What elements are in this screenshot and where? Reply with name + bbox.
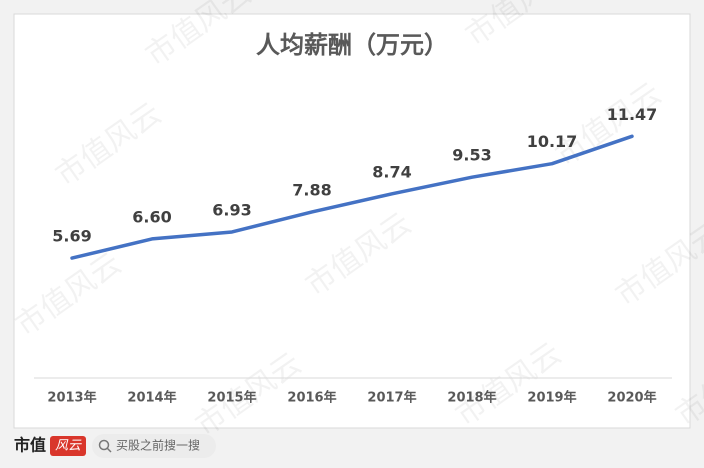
search-icon <box>98 439 110 451</box>
chart-card <box>13 13 691 429</box>
data-label: 11.47 <box>607 105 658 124</box>
x-tick-label: 2013年 <box>47 390 96 406</box>
data-label: 6.60 <box>132 207 171 226</box>
search-icon-handle <box>106 447 112 453</box>
search-box[interactable] <box>92 434 216 458</box>
x-tick-label: 2015年 <box>207 390 256 406</box>
x-tick-label: 2020年 <box>607 390 656 406</box>
x-tick-label: 2016年 <box>287 390 336 406</box>
plot: 2013年 2014年 2015年 2016年 2017年 2018年 2019年 2020年… <box>47 105 657 406</box>
search-placeholder: 买股之前搜一搜 <box>116 438 200 453</box>
x-tick-label: 2019年 <box>527 390 576 406</box>
data-label: 6.93 <box>212 200 251 219</box>
data-label: 8.74 <box>372 162 411 181</box>
data-label: 10.17 <box>527 132 578 151</box>
footer-logo-stamp: 风云 <box>55 439 82 454</box>
x-tick-label: 2017年 <box>367 390 416 406</box>
chart-title: 人均薪酬（万元） <box>256 31 448 59</box>
x-tick-label: 2014年 <box>127 390 176 406</box>
line <box>70 134 634 260</box>
data-label: 5.69 <box>52 227 91 246</box>
data-label: 7.88 <box>292 180 331 199</box>
logo-stamp-box <box>50 436 86 456</box>
x-tick-label: 2018年 <box>447 390 496 406</box>
footer-logo: 市值 <box>14 436 46 455</box>
data-label: 9.53 <box>452 146 491 165</box>
